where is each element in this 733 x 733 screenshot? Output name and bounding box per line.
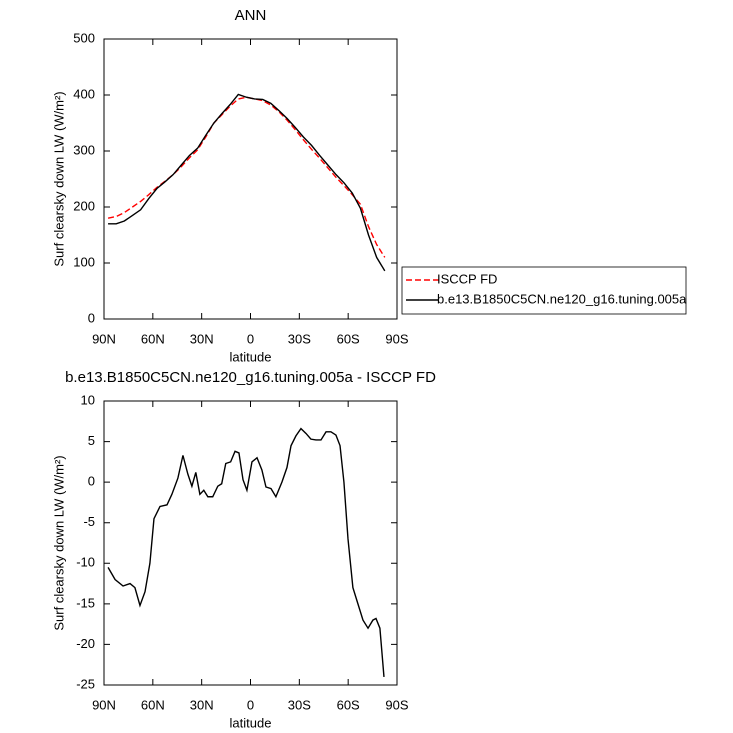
x-tick-label: 30N bbox=[190, 697, 214, 712]
y-tick-label: -10 bbox=[76, 555, 95, 570]
y-tick-label: 5 bbox=[88, 433, 95, 448]
x-tick-label: 0 bbox=[247, 697, 254, 712]
plot-frame bbox=[103, 38, 398, 320]
data-line bbox=[107, 96, 386, 258]
y-tick-label: 0 bbox=[88, 474, 95, 489]
x-tick-label: 0 bbox=[247, 331, 254, 346]
x-tick-label: 90N bbox=[92, 331, 116, 346]
y-axis-label: Surf clearsky down LW (W/m²) bbox=[51, 91, 66, 266]
y-axis-label: Surf clearsky down LW (W/m²) bbox=[51, 455, 66, 630]
y-tick-label: 200 bbox=[73, 198, 95, 213]
x-axis-label: latitude bbox=[230, 349, 272, 364]
y-tick-label: -5 bbox=[83, 514, 95, 529]
y-tick-label: 10 bbox=[81, 392, 95, 407]
x-tick-label: 30N bbox=[190, 331, 214, 346]
chart-title: ANN bbox=[235, 7, 267, 24]
plot-frame bbox=[103, 400, 398, 686]
data-line bbox=[107, 427, 385, 677]
x-tick-label: 90S bbox=[385, 697, 408, 712]
x-tick-label: 60N bbox=[141, 697, 165, 712]
y-tick-label: 100 bbox=[73, 254, 95, 269]
y-tick-label: 400 bbox=[73, 86, 95, 101]
x-tick-label: 60N bbox=[141, 331, 165, 346]
y-tick-label: 300 bbox=[73, 142, 95, 157]
x-tick-label: 60S bbox=[337, 697, 360, 712]
x-tick-label: 90N bbox=[92, 697, 116, 712]
x-tick-label: 90S bbox=[385, 331, 408, 346]
x-axis-label: latitude bbox=[230, 715, 272, 730]
x-tick-label: 30S bbox=[288, 331, 311, 346]
y-tick-label: -15 bbox=[76, 595, 95, 610]
y-tick-label: 500 bbox=[73, 30, 95, 45]
legend-box bbox=[401, 266, 687, 315]
y-tick-label: 0 bbox=[88, 310, 95, 325]
legend-label: b.e13.B1850C5CN.ne120_g16.tuning.005a bbox=[437, 291, 687, 306]
legend-label: ISCCP FD bbox=[437, 271, 497, 286]
chart-title: b.e13.B1850C5CN.ne120_g16.tuning.005a - … bbox=[65, 369, 436, 386]
y-tick-label: -25 bbox=[76, 676, 95, 691]
x-tick-label: 30S bbox=[288, 697, 311, 712]
data-line bbox=[108, 93, 386, 272]
x-tick-label: 60S bbox=[337, 331, 360, 346]
y-tick-label: -20 bbox=[76, 636, 95, 651]
